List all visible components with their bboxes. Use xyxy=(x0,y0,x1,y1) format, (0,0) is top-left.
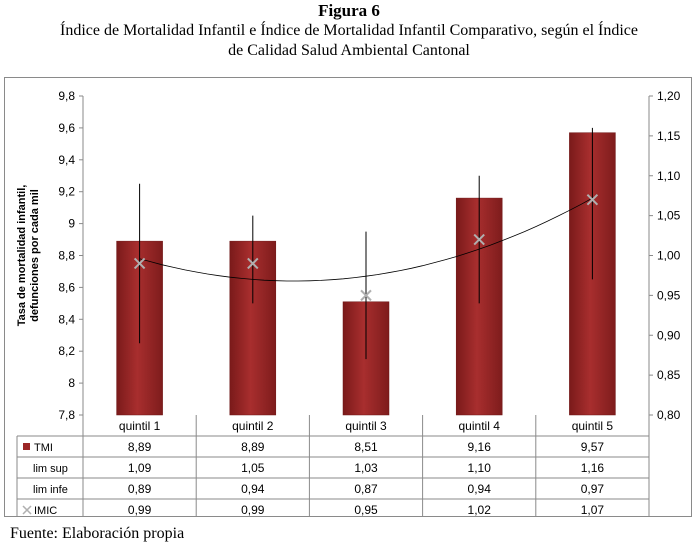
category-label: quintil 4 xyxy=(459,419,501,433)
table-cell-value: 9,16 xyxy=(468,440,492,454)
y-tick-label-right: 0,90 xyxy=(657,328,681,342)
y-tick-label-left: 8,8 xyxy=(58,249,75,263)
y-tick-label-left: 7,8 xyxy=(58,408,75,422)
category-label: quintil 1 xyxy=(119,419,161,433)
legend-label: lim infe xyxy=(33,484,68,496)
figure-source: Fuente: Elaboración propia xyxy=(10,525,185,542)
table-cell-value: 0,97 xyxy=(581,482,605,496)
table-cell-value: 1,10 xyxy=(468,461,492,475)
y-tick-label-right: 1,10 xyxy=(657,169,681,183)
y-tick-label-left: 8 xyxy=(68,376,75,390)
table-cell-value: 1,05 xyxy=(241,461,265,475)
y-tick-label-left: 9 xyxy=(68,217,75,231)
legend-key-imic xyxy=(22,505,32,515)
table-cell-value: 1,02 xyxy=(468,503,492,516)
y-tick-label-right: 1,15 xyxy=(657,129,681,143)
y-tick-label-right: 1,00 xyxy=(657,249,681,263)
table-cell-value: 1,16 xyxy=(581,461,605,475)
category-label: quintil 3 xyxy=(345,419,387,433)
table-cell-value: 8,89 xyxy=(128,440,152,454)
y-tick-label-left: 9,6 xyxy=(58,121,75,135)
legend-label: TMI xyxy=(34,442,53,454)
table-cell-value: 1,03 xyxy=(354,461,378,475)
y-tick-label-right: 1,05 xyxy=(657,209,681,223)
y-tick-label-left: 9,8 xyxy=(58,89,75,103)
y-tick-label-left: 8,6 xyxy=(58,280,75,294)
figure-title-line-1: Índice de Mortalidad Infantil e Índice d… xyxy=(59,22,639,39)
chart-frame: 7,8 8 8,2 8,4 8,6 8,8 9 9,2 9,4 9,6 9,8 0,80 0,85 0,9… xyxy=(4,77,692,517)
table-cell-value: 8,89 xyxy=(241,440,265,454)
y-tick-label-left: 8,4 xyxy=(58,312,75,326)
table-cell-value: 0,94 xyxy=(468,482,492,496)
figure-title-line-2: de Calidad Salud Ambiental Cantonal xyxy=(228,42,470,59)
legend-key-tmi xyxy=(23,443,30,450)
table-cell-value: 0,99 xyxy=(128,503,152,516)
table-cell-value: 9,57 xyxy=(581,440,605,454)
category-label: quintil 2 xyxy=(232,419,274,433)
y-axis-label-line-2: defunciones por cada mil xyxy=(29,189,41,322)
imic-marker xyxy=(473,233,485,246)
table-cell-value: 0,94 xyxy=(241,482,265,496)
figure-title: Índice de Mortalidad Infantil e Índice d… xyxy=(8,21,690,61)
legend-label: IMIC xyxy=(34,505,57,516)
legend-label: lim sup xyxy=(33,463,68,475)
y-tick-label-right: 0,80 xyxy=(657,408,681,422)
y-tick-label-left: 9,4 xyxy=(58,153,75,167)
imic-marker xyxy=(247,257,259,270)
y-tick-label-right: 0,85 xyxy=(657,368,681,382)
imic-marker xyxy=(133,257,146,270)
table-cell-value: 0,95 xyxy=(354,503,378,516)
imic-trendline xyxy=(139,197,593,282)
table-cell-value: 0,99 xyxy=(241,503,265,516)
imic-marker xyxy=(586,193,599,206)
imic-marker xyxy=(360,289,372,302)
chart-svg: 7,888,28,48,68,899,29,49,69,80,800,850,9… xyxy=(16,89,681,516)
table-cell-value: 1,07 xyxy=(581,503,605,516)
table-cell-value: 8,51 xyxy=(354,440,378,454)
y-tick-label-right: 1,20 xyxy=(657,89,681,103)
y-tick-label-left: 9,2 xyxy=(58,185,75,199)
y-tick-label-left: 8,2 xyxy=(58,344,75,358)
y-tick-label-right: 0,95 xyxy=(657,288,681,302)
figure-label: Figura 6 xyxy=(318,1,380,20)
table-cell-value: 1,09 xyxy=(128,461,152,475)
table-cell-value: 0,89 xyxy=(128,482,152,496)
category-label: quintil 5 xyxy=(572,419,614,433)
y-axis-label-line-1: Tasa de mortalidad infantil, xyxy=(16,185,28,327)
table-cell-value: 0,87 xyxy=(354,482,378,496)
